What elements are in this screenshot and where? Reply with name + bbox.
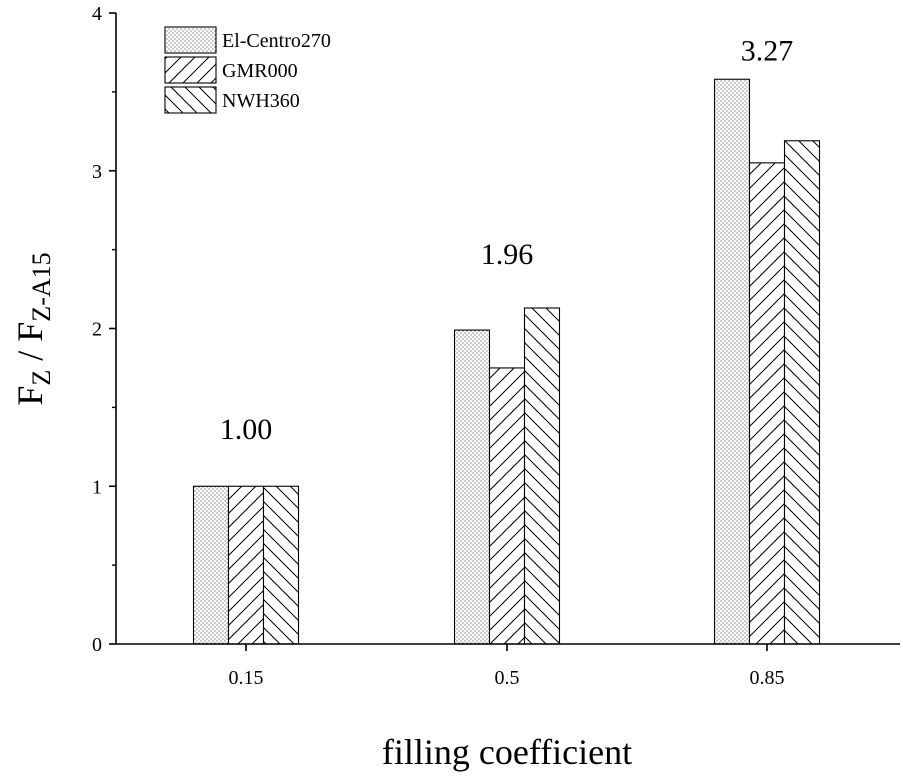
bar-el-centro270-0.5: [453, 329, 491, 645]
annotation-0: 1.00: [220, 413, 273, 446]
bar-el-centro270-0.85: [713, 78, 751, 645]
bar-gmr000-0.15: [227, 485, 265, 645]
legend-swatch-gmr000: [164, 56, 217, 84]
legend-label-gmr000: GMR000: [222, 60, 298, 82]
y-tick-label-0: 0: [92, 634, 102, 656]
annotation-1: 1.96: [481, 238, 534, 271]
legend-swatch-el-centro270: [164, 26, 217, 54]
legend-label-nwh360: NWH360: [222, 90, 300, 112]
bars-group: [192, 78, 821, 645]
y-axis-label-main: F: [10, 386, 50, 406]
axes-group: 0 1 2 3 4 0.15 0.5 0.85: [92, 3, 900, 689]
y-axis-label-sep: / F: [10, 322, 50, 370]
y-tick-label-1: 1: [92, 476, 102, 498]
y-axis-label-sub2: Z-A15: [27, 252, 56, 321]
y-axis-label-sub1: Z: [27, 370, 56, 386]
bar-gmr000-0.85: [748, 162, 786, 645]
legend-label-el-centro270: El-Centro270: [222, 30, 331, 52]
bar-nwh360-0.15: [262, 485, 300, 645]
x-ticks-group: 0.15 0.5 0.85: [229, 644, 785, 689]
legend: El-Centro270 GMR000 NWH360: [164, 26, 331, 114]
y-ticks-group: 0 1 2 3 4: [92, 3, 116, 656]
bar-nwh360-0.85: [783, 140, 821, 645]
annotation-2: 3.27: [741, 34, 794, 67]
x-tick-label-0.85: 0.85: [750, 667, 785, 689]
y-tick-label-3: 3: [92, 161, 102, 183]
bar-el-centro270-0.15: [192, 485, 230, 645]
x-tick-label-0.15: 0.15: [229, 667, 264, 689]
annotations-group: 1.00 1.96 3.27: [220, 34, 794, 446]
y-tick-label-2: 2: [92, 319, 102, 341]
bar-nwh360-0.5: [523, 307, 561, 645]
x-tick-label-0.5: 0.5: [495, 667, 520, 689]
y-tick-label-4: 4: [92, 3, 102, 25]
bar-gmr000-0.5: [488, 367, 526, 645]
y-axis-label: FZ / FZ-A15: [10, 252, 56, 405]
x-axis-label: filling coefficient: [382, 732, 632, 772]
legend-swatch-nwh360: [164, 86, 217, 114]
